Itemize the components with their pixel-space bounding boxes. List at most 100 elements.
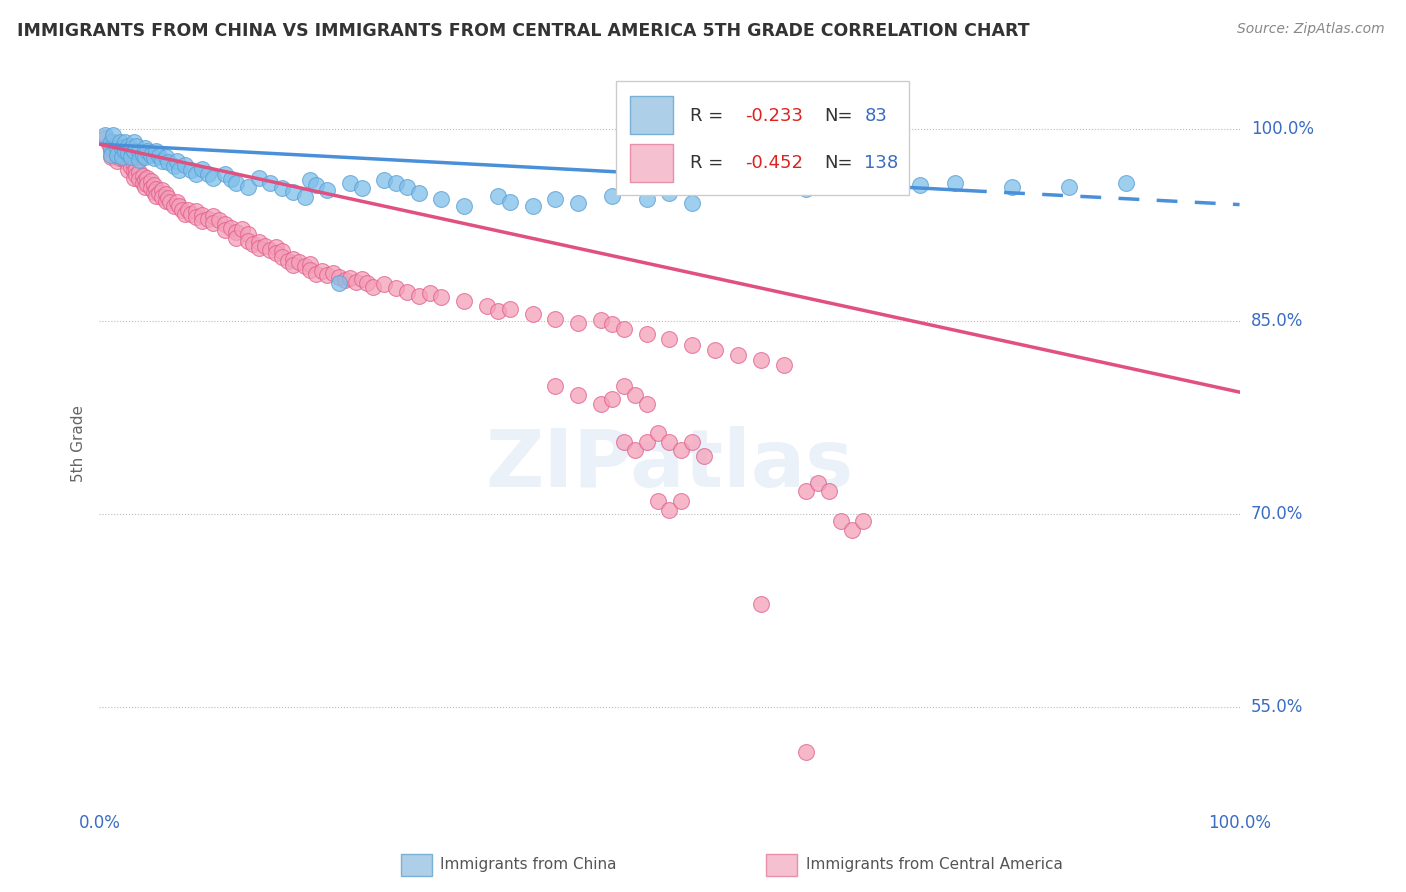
Text: N=: N= (824, 107, 853, 125)
Point (339, 270, 361, 285)
Point (328, 276, 350, 290)
Point (591, 397, 613, 411)
Point (132, 169, 155, 184)
Point (299, 257, 322, 271)
Point (143, 152, 166, 166)
Point (544, 193, 567, 207)
Point (636, 435, 658, 450)
Point (120, 153, 142, 168)
Point (681, 337, 703, 351)
Point (344, 275, 367, 289)
Point (350, 272, 373, 286)
Point (180, 162, 202, 177)
Point (830, 176, 852, 190)
Point (134, 179, 156, 194)
Point (794, 745, 817, 759)
Point (669, 442, 692, 457)
Point (202, 170, 225, 185)
Point (647, 494, 669, 508)
Point (453, 293, 475, 308)
Point (567, 196, 589, 211)
Point (120, 141, 142, 155)
Point (134, 173, 156, 187)
Point (122, 164, 145, 178)
Point (186, 204, 208, 219)
Point (155, 150, 177, 164)
Point (186, 211, 208, 225)
Point (105, 147, 128, 161)
Point (772, 177, 794, 191)
Point (114, 146, 136, 161)
Text: 85.0%: 85.0% (1251, 312, 1303, 330)
Point (270, 250, 292, 264)
Point (100, 135, 122, 149)
Point (150, 153, 173, 168)
Point (658, 333, 681, 347)
Point (101, 135, 124, 149)
Text: 138: 138 (865, 154, 898, 172)
Point (636, 193, 658, 207)
Point (132, 147, 155, 161)
Point (122, 144, 145, 158)
Point (111, 141, 134, 155)
Text: Source: ZipAtlas.com: Source: ZipAtlas.com (1237, 22, 1385, 37)
Point (159, 194, 181, 209)
Point (128, 145, 150, 159)
Point (105, 141, 128, 155)
Point (136, 170, 159, 185)
Point (264, 240, 287, 254)
Point (794, 182, 817, 196)
Point (100, 150, 122, 164)
Point (681, 435, 703, 450)
Point (117, 162, 139, 177)
Text: R =: R = (690, 107, 723, 125)
Point (139, 147, 162, 161)
Point (148, 149, 170, 163)
Point (692, 450, 714, 464)
Point (373, 277, 395, 292)
Point (150, 184, 173, 198)
Point (430, 290, 453, 304)
Point (499, 194, 522, 209)
Point (356, 276, 378, 290)
Point (105, 141, 128, 155)
Point (139, 174, 162, 188)
Point (202, 209, 225, 223)
Point (1057, 179, 1080, 194)
Point (136, 177, 159, 191)
Point (316, 184, 339, 198)
Point (247, 170, 270, 185)
Point (122, 170, 145, 185)
Point (408, 186, 430, 200)
Point (94, 128, 117, 143)
Y-axis label: 5th Grade: 5th Grade (72, 405, 86, 482)
Point (128, 165, 150, 179)
Point (772, 358, 794, 372)
Point (114, 135, 136, 149)
Point (156, 155, 179, 169)
Point (288, 255, 311, 269)
Point (145, 144, 167, 158)
Point (156, 191, 179, 205)
Point (311, 264, 333, 278)
Text: 83: 83 (865, 107, 887, 125)
Point (567, 387, 589, 401)
Point (242, 237, 264, 252)
Point (294, 190, 316, 204)
Point (419, 286, 441, 301)
Point (186, 167, 208, 181)
Point (794, 483, 817, 498)
Point (322, 266, 344, 280)
Point (305, 267, 328, 281)
Point (100, 141, 122, 155)
Point (283, 252, 305, 266)
Point (145, 182, 167, 196)
Point (1000, 179, 1022, 194)
Point (259, 243, 281, 257)
Point (219, 172, 242, 186)
Text: ZIPatlas: ZIPatlas (485, 426, 853, 505)
Point (910, 178, 932, 193)
Point (105, 147, 128, 161)
Point (114, 153, 136, 167)
Point (122, 158, 145, 172)
